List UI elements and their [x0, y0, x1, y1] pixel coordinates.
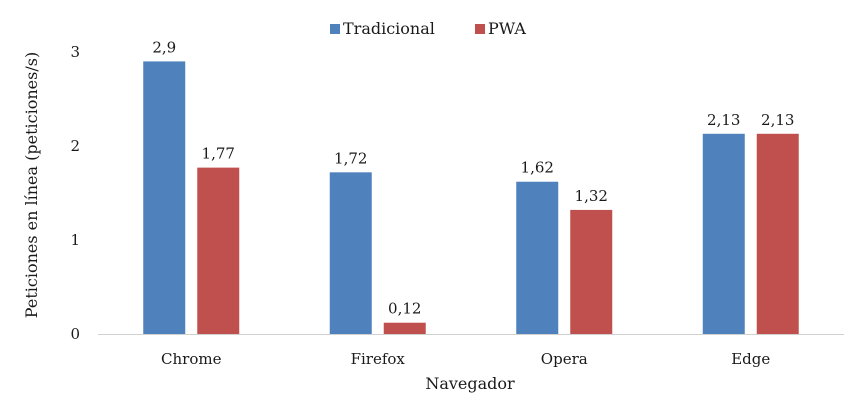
data-label-pwa-edge: 2,13	[761, 111, 794, 129]
data-label-pwa-firefox: 0,12	[388, 300, 421, 318]
bar-pwa-firefox	[383, 322, 426, 334]
x-axis: Chrome Firefox Opera Edge	[98, 334, 844, 368]
x-tick-label-chrome: Chrome	[161, 350, 222, 368]
legend: Tradicional PWA	[330, 19, 526, 38]
data-label-pwa-chrome: 1,77	[202, 145, 235, 163]
legend-label-tradicional: Tradicional	[343, 19, 435, 38]
y-tick-label: 0	[70, 325, 80, 343]
y-tick-label: 2	[70, 137, 80, 155]
x-axis-title: Navegador	[425, 374, 515, 393]
x-tick-label-firefox: Firefox	[351, 350, 406, 368]
bar-tradicional-firefox	[329, 172, 372, 334]
data-labels: 2,9 1,77 1,72 0,12 1,62 1,32 2,13 2,13	[152, 38, 794, 317]
bar-tradicional-chrome	[143, 61, 186, 335]
bar-pwa-edge	[756, 133, 799, 334]
y-axis: 0 1 2 3	[70, 43, 80, 343]
data-label-tradicional-opera: 1,62	[521, 159, 554, 177]
legend-label-pwa: PWA	[488, 19, 526, 38]
bar-tradicional-edge	[702, 133, 745, 334]
data-label-pwa-opera: 1,32	[575, 187, 608, 205]
y-axis-title: Peticiones en línea (peticiones/s)	[22, 52, 41, 318]
bars	[143, 61, 799, 335]
legend-swatch-pwa	[475, 24, 485, 34]
x-tick-label-edge: Edge	[731, 350, 770, 368]
bar-pwa-opera	[570, 209, 613, 334]
data-label-tradicional-chrome: 2,9	[152, 38, 176, 56]
y-tick-label: 3	[70, 43, 80, 61]
bar-pwa-chrome	[197, 167, 240, 334]
bar-tradicional-opera	[516, 181, 559, 334]
legend-swatch-tradicional	[330, 24, 340, 34]
data-label-tradicional-edge: 2,13	[707, 111, 740, 129]
data-label-tradicional-firefox: 1,72	[334, 149, 367, 167]
x-tick-label-opera: Opera	[541, 350, 588, 368]
y-tick-label: 1	[70, 231, 80, 249]
